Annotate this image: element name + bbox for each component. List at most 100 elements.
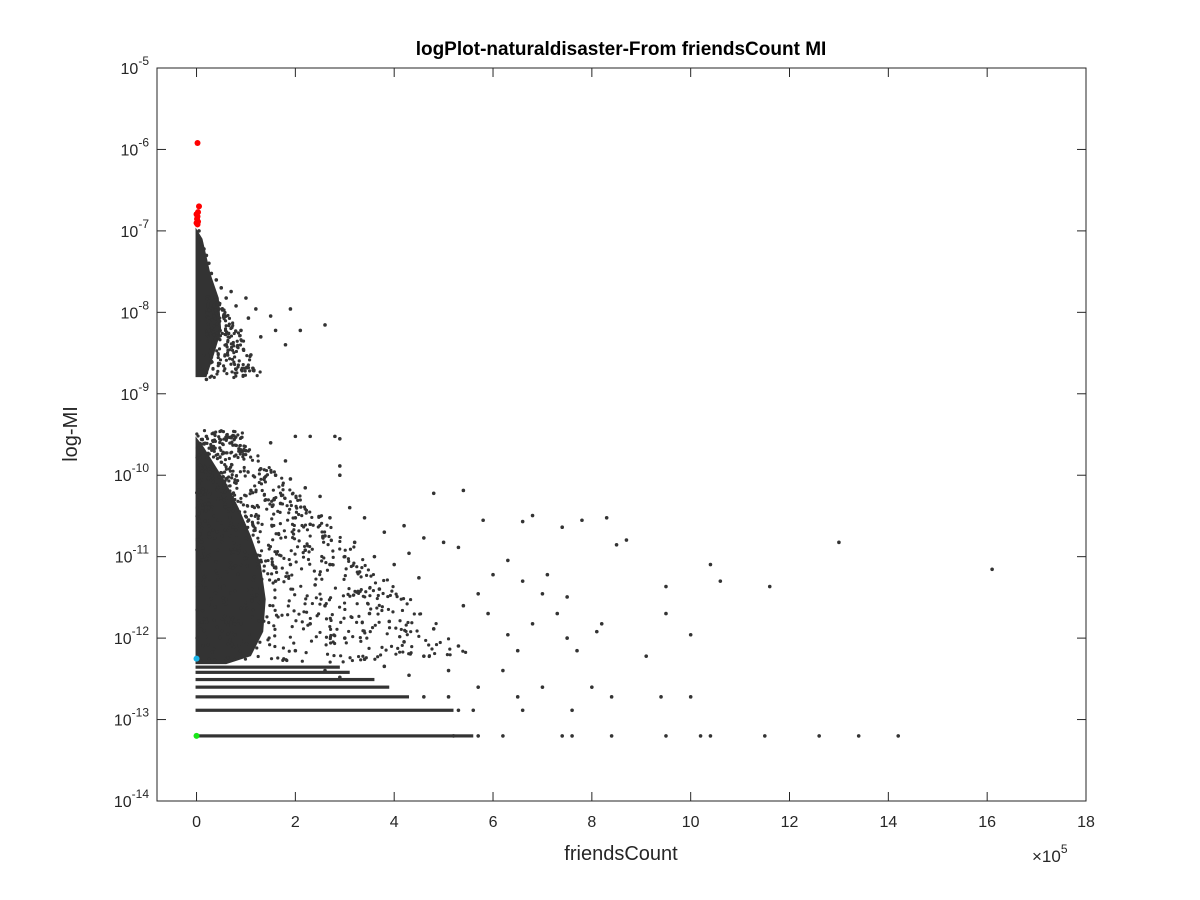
cloud-point	[307, 550, 311, 554]
cloud-point	[232, 493, 237, 497]
data-point	[476, 734, 480, 738]
cloud-point	[257, 480, 261, 485]
cloud-point	[206, 322, 210, 326]
cloud-point	[257, 540, 261, 544]
cloud-point	[448, 653, 452, 657]
cloud-point	[223, 614, 227, 618]
cloud-point	[234, 329, 238, 333]
data-point	[441, 540, 446, 545]
data-point	[226, 331, 231, 336]
cloud-point	[272, 624, 276, 628]
cloud-point	[333, 641, 337, 646]
cloud-point	[215, 488, 219, 492]
cloud-point	[227, 550, 232, 554]
data-point	[194, 221, 201, 228]
cloud-point	[348, 594, 352, 598]
x-tick-label: 4	[390, 814, 399, 831]
cloud-point	[394, 652, 398, 656]
cloud-point	[206, 643, 210, 647]
cloud-point	[330, 613, 334, 617]
cloud-point	[227, 479, 231, 483]
y-tick-base: 10	[114, 468, 132, 485]
cloud-point	[213, 605, 217, 609]
cloud-point	[399, 597, 403, 601]
cloud-point	[224, 597, 228, 602]
cloud-point	[211, 467, 215, 472]
data-point	[664, 584, 668, 589]
cloud-point	[312, 569, 316, 573]
cloud-point	[348, 656, 352, 660]
cloud-point	[256, 521, 260, 525]
cloud-point	[231, 566, 235, 570]
cloud-point	[221, 480, 226, 484]
y-tick-base: 10	[114, 713, 132, 730]
cloud-point	[405, 602, 409, 606]
cloud-point	[200, 558, 204, 562]
cloud-point	[231, 433, 235, 438]
cloud-point	[271, 604, 275, 608]
data-point	[565, 636, 569, 640]
data-point	[476, 685, 480, 689]
cloud-point	[219, 448, 223, 452]
cloud-point	[238, 343, 243, 347]
cloud-point	[367, 646, 371, 650]
data-point	[273, 328, 278, 333]
data-point	[239, 621, 243, 626]
data-point	[580, 518, 584, 523]
y-axis: 10-1410-1310-1210-1110-1010-910-810-710-…	[114, 54, 1086, 811]
cloud-point	[243, 514, 248, 518]
cloud-point	[343, 548, 347, 552]
cloud-point	[264, 559, 268, 563]
cloud-point	[282, 556, 286, 560]
cloud-point	[258, 530, 262, 534]
cloud-point	[207, 308, 211, 312]
cloud-point	[199, 493, 203, 497]
cloud-point	[224, 314, 229, 318]
cloud-point	[228, 515, 232, 520]
cloud-point	[243, 493, 247, 497]
cloud-point	[257, 619, 261, 623]
cloud-point	[199, 540, 204, 544]
cloud-point	[424, 638, 428, 643]
cloud-point	[230, 370, 234, 374]
data-point	[199, 241, 204, 246]
cloud-point	[342, 577, 346, 581]
cloud-point	[318, 570, 322, 574]
cloud-point	[244, 600, 248, 605]
data-point	[520, 708, 525, 713]
cloud-point	[226, 632, 230, 636]
cloud-point	[262, 476, 266, 480]
cloud-point	[232, 344, 236, 348]
cloud-point	[349, 615, 353, 619]
cloud-point	[342, 601, 347, 605]
cloud-point	[385, 578, 389, 582]
data-point	[555, 611, 560, 616]
data-point	[471, 708, 476, 713]
cloud-point	[320, 521, 324, 525]
cloud-point	[464, 650, 468, 655]
cloud-point	[418, 612, 423, 616]
cloud-point	[239, 448, 243, 452]
cloud-point	[364, 590, 368, 594]
cloud-point	[390, 589, 394, 593]
cloud-point	[430, 647, 434, 651]
cloud-point	[346, 557, 350, 561]
data-point	[283, 459, 288, 463]
cloud-point	[446, 637, 451, 641]
cloud-point	[322, 556, 326, 560]
cloud-point	[385, 632, 389, 636]
cloud-point	[206, 554, 210, 558]
cloud-point	[355, 590, 359, 594]
cloud-point	[226, 642, 230, 646]
cloud-point	[212, 375, 216, 379]
data-point	[273, 579, 278, 583]
cloud-point	[325, 652, 330, 656]
y-tick-exponent: -11	[133, 543, 150, 557]
cloud-point	[262, 619, 266, 623]
cloud-point	[361, 629, 365, 633]
cloud-point	[344, 567, 348, 571]
cloud-point	[214, 453, 218, 457]
cloud-point	[382, 578, 386, 583]
cloud-point	[220, 617, 225, 621]
cloud-point	[280, 613, 284, 617]
